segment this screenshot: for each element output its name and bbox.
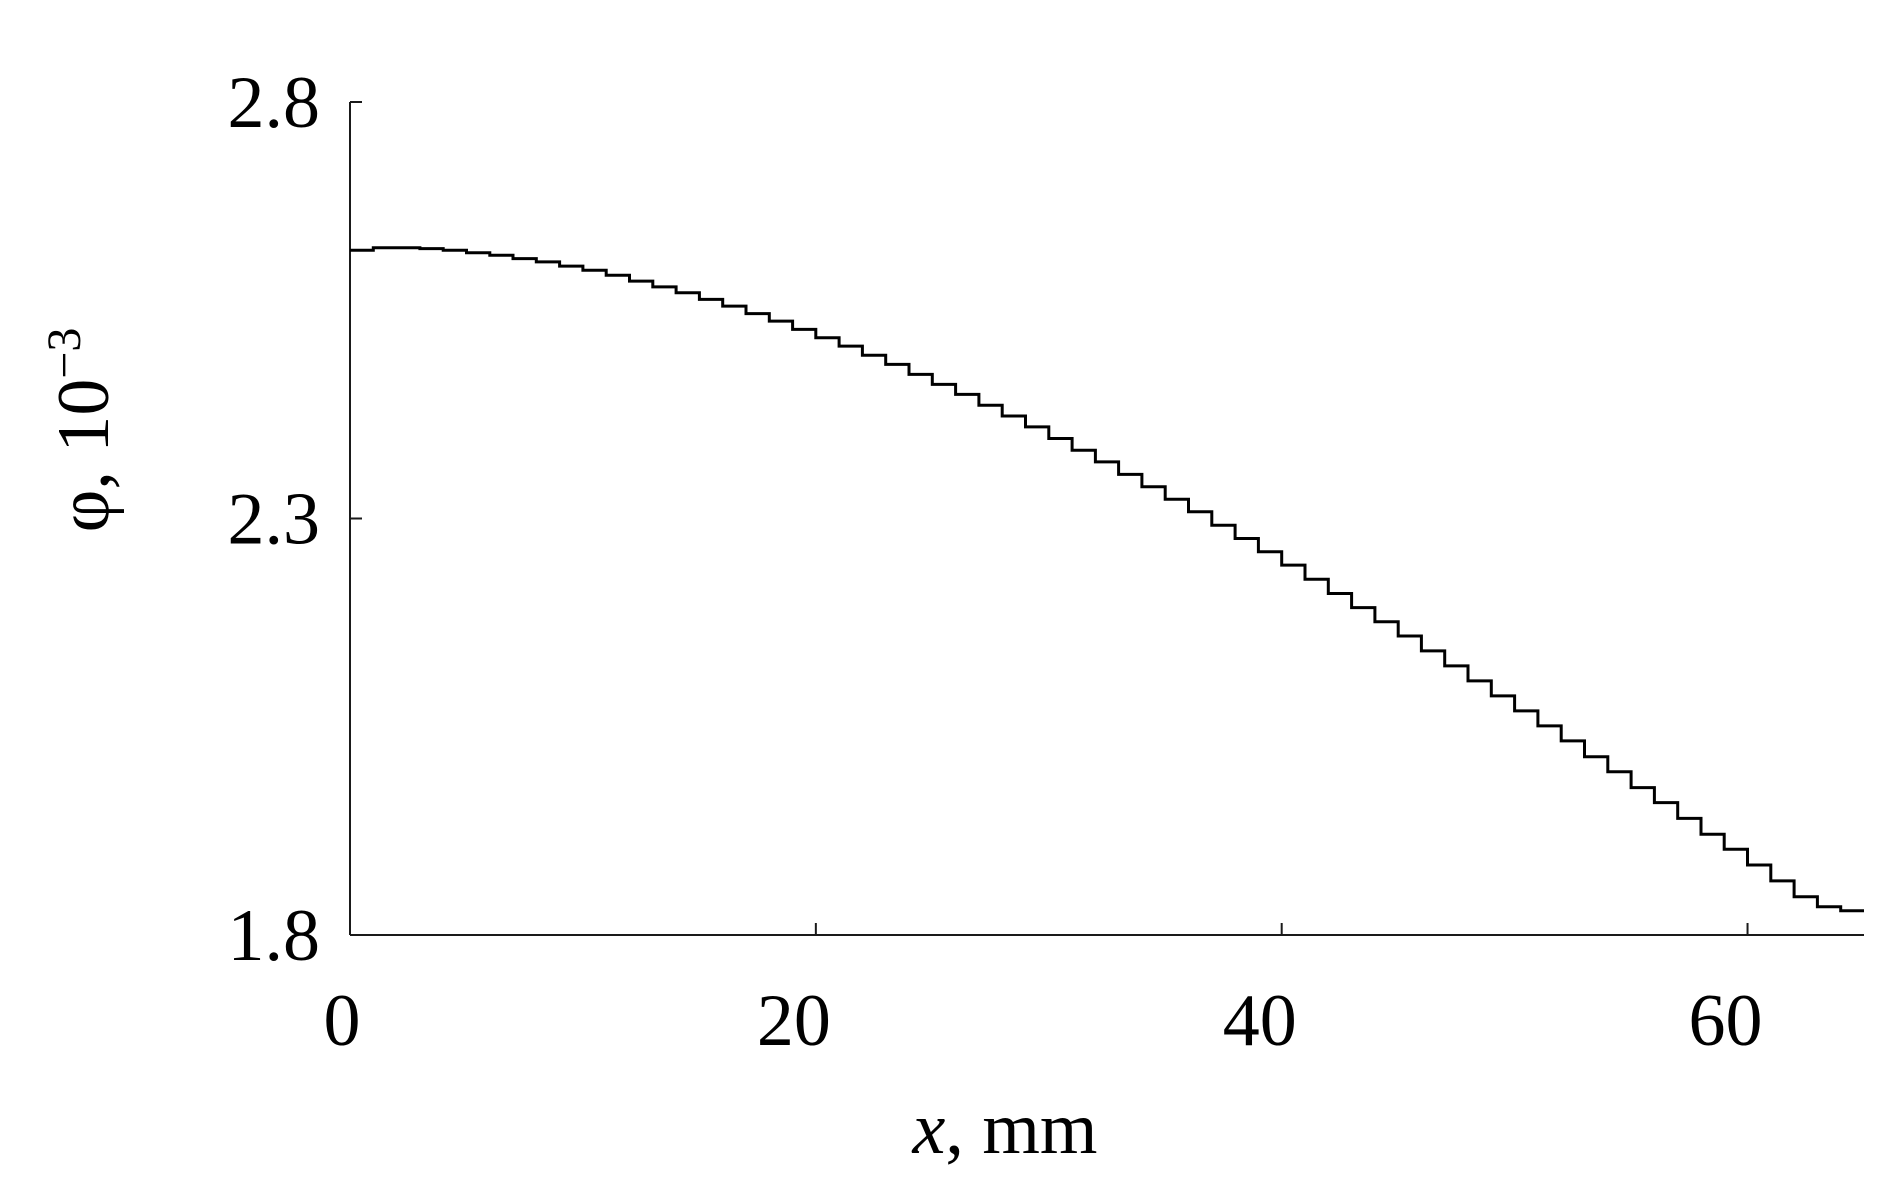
x-tick-label: 40 (1223, 980, 1297, 1062)
series-line (350, 246, 1864, 913)
x-ticks-group: 0 20 40 60 (324, 923, 1763, 1062)
y-axis-exponent: −3 (38, 328, 91, 379)
axes-group (349, 102, 1864, 936)
series-group (350, 246, 1864, 913)
y-axis-title: φ, 10−3 (38, 328, 125, 533)
y-tick-label: 1.8 (228, 895, 321, 977)
y-tick-label: 2.3 (228, 479, 321, 561)
y-ticks-group: 1.8 2.3 2.8 (228, 62, 362, 977)
x-axis-title: x, mm (912, 1088, 1098, 1170)
x-tick-label: 0 (324, 980, 361, 1062)
x-tick-label: 20 (757, 980, 831, 1062)
y-tick-label: 2.8 (228, 62, 321, 144)
x-tick-label: 60 (1689, 980, 1763, 1062)
x-axis-unit: , mm (945, 1088, 1097, 1170)
x-axis-variable: x (912, 1088, 946, 1170)
y-axis-label-text: φ, 10 (43, 379, 125, 533)
